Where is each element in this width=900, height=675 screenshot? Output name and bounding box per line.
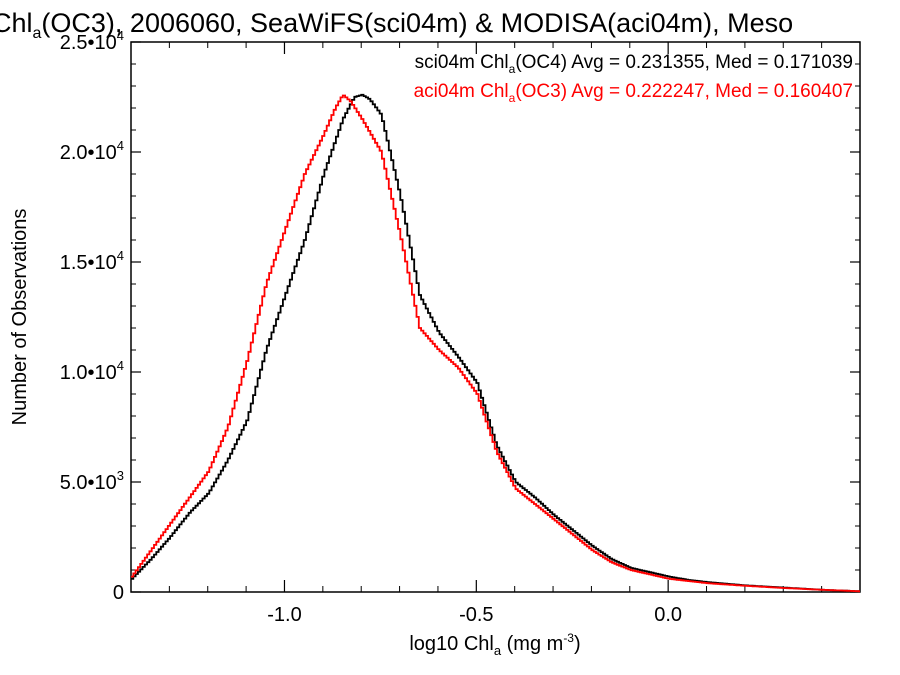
y-tick-label-3: 1.5•104 bbox=[60, 248, 124, 274]
chart-title: Chla(OC3), 2006060, SeaWiFS(sci04m) & MO… bbox=[0, 8, 793, 42]
y-tick-exponent-4: 4 bbox=[117, 138, 124, 153]
series-line-aci04m bbox=[131, 94, 860, 593]
y-tick-label-0: 0 bbox=[113, 582, 124, 604]
legend-aci04m-sub: a bbox=[509, 91, 516, 105]
y-tick-exponent-5: 4 bbox=[117, 28, 124, 43]
x-tick-label-2: 0.0 bbox=[654, 604, 682, 626]
x-axis-label: log10 Chla (mg m-3) bbox=[409, 631, 580, 658]
y-tick-mantissa-0: 0 bbox=[113, 582, 124, 604]
legend-sci04m-pre: sci04m Chl bbox=[415, 52, 509, 73]
x-axis-label-end: ) bbox=[574, 633, 581, 655]
y-tick-mantissa-3: 1.5•10 bbox=[60, 252, 117, 274]
chart-title-subscript: a bbox=[33, 25, 42, 42]
y-tick-mantissa-4: 2.0•10 bbox=[60, 142, 117, 164]
y-tick-label-2: 1.0•104 bbox=[60, 358, 124, 384]
legend-entry-aci04m: aci04m Chla(OC3) Avg = 0.222247, Med = 0… bbox=[414, 81, 853, 105]
y-tick-mantissa-5: 2.5•10 bbox=[60, 32, 117, 54]
x-axis-label-sup: -3 bbox=[563, 631, 574, 645]
x-axis-label-main: log10 Chl bbox=[409, 633, 494, 655]
legend-aci04m-post: (OC3) Avg = 0.222247, Med = 0.160407 bbox=[515, 81, 853, 102]
legend-aci04m-pre: aci04m Chl bbox=[414, 81, 509, 102]
y-tick-exponent-1: 3 bbox=[117, 468, 124, 483]
y-axis-label: Number of Observations bbox=[9, 209, 31, 426]
plot-frame bbox=[130, 41, 861, 593]
x-tick-label-0: -1.0 bbox=[267, 604, 301, 626]
y-tick-exponent-2: 4 bbox=[117, 358, 124, 373]
axis-ticks: 05.0•1031.0•1041.5•1042.0•1042.5•104-1.0… bbox=[60, 28, 860, 626]
series-line-sci04m bbox=[131, 93, 860, 593]
series-layer bbox=[131, 93, 860, 593]
legend-sci04m-post: (OC4) Avg = 0.231355, Med = 0.171039 bbox=[515, 52, 853, 73]
chart-title-rest: (OC3), 2006060, SeaWiFS(sci04m) & MODISA… bbox=[41, 8, 793, 38]
y-tick-exponent-3: 4 bbox=[117, 248, 124, 263]
y-tick-label-4: 2.0•104 bbox=[60, 138, 124, 164]
y-tick-label-5: 2.5•104 bbox=[60, 28, 124, 54]
legend-sci04m-sub: a bbox=[509, 62, 516, 76]
y-tick-label-1: 5.0•103 bbox=[60, 468, 124, 494]
legend-entry-sci04m: sci04m Chla(OC4) Avg = 0.231355, Med = 0… bbox=[415, 52, 853, 76]
y-tick-mantissa-2: 1.0•10 bbox=[60, 362, 117, 384]
x-axis-label-rest: (mg m bbox=[501, 633, 563, 655]
x-tick-label-1: -0.5 bbox=[459, 604, 493, 626]
y-tick-mantissa-1: 5.0•10 bbox=[60, 472, 117, 494]
chart-title-main: Chl bbox=[0, 8, 33, 38]
x-axis-label-sub: a bbox=[494, 643, 502, 658]
